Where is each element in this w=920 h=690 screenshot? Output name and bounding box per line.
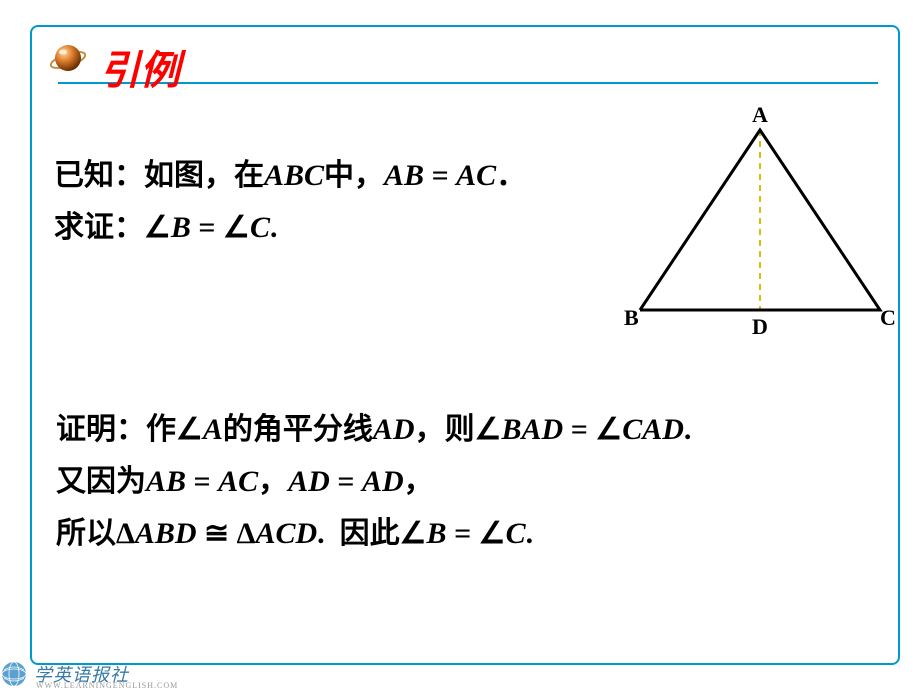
text: 中， (324, 159, 384, 192)
proof-line-1: 证明：作∠A的角平分线AD，则∠BAD = ∠CAD. (56, 404, 691, 448)
triangle-diagram: A B C D (620, 110, 900, 340)
globe-icon (0, 660, 28, 688)
tri-acd: ACD (255, 517, 317, 550)
planet-icon (48, 38, 88, 78)
angle-c: C (506, 517, 526, 550)
text: 又因为 (56, 465, 146, 498)
triangle-name: ABC (264, 159, 324, 192)
section-title: 引例 (100, 38, 180, 96)
given-line: 已知：如图，在ABC中，AB = AC． (54, 150, 526, 194)
text: 证明：作 (56, 413, 176, 446)
angle-a: A (203, 413, 223, 446)
vertex-d-label: D (752, 314, 768, 340)
proof-line-3: 所以ΔABD ≅ ΔACD. 因此∠B = ∠C. (56, 508, 533, 552)
angle-b: B (171, 211, 191, 244)
text: 求证： (54, 211, 144, 244)
footer-sub: WWW.LEARNINGENGLISH.COM (36, 681, 178, 690)
period: ． (496, 159, 526, 192)
angle-c: C (250, 211, 270, 244)
vertex-b-label: B (624, 305, 639, 331)
seg-ac: AC (218, 465, 258, 498)
tri-abd: ABD (135, 517, 197, 550)
text: ，则 (415, 413, 475, 446)
vertex-a-label: A (752, 102, 768, 128)
angle-bad: BAD (502, 413, 564, 446)
text: 所以 (56, 517, 116, 550)
angle-cad: CAD (622, 413, 684, 446)
seg-ad: AD (362, 465, 404, 498)
seg-ad: AD (288, 465, 330, 498)
seg-ab: AB (384, 159, 424, 192)
text: 因此 (340, 517, 400, 550)
header-rule (58, 82, 878, 84)
seg-ad: AD (373, 413, 415, 446)
prove-line: 求证：∠B = ∠C. (54, 202, 277, 246)
angle-b: B (427, 517, 447, 550)
text: ， (258, 465, 288, 498)
seg-ac: AC (456, 159, 496, 192)
vertex-c-label: C (880, 305, 896, 331)
seg-ab: AB (146, 465, 186, 498)
proof-line-2: 又因为AB = AC，AD = AD， (56, 456, 434, 500)
text: 的角平分线 (223, 413, 373, 446)
text: 已知：如图，在 (54, 159, 264, 192)
